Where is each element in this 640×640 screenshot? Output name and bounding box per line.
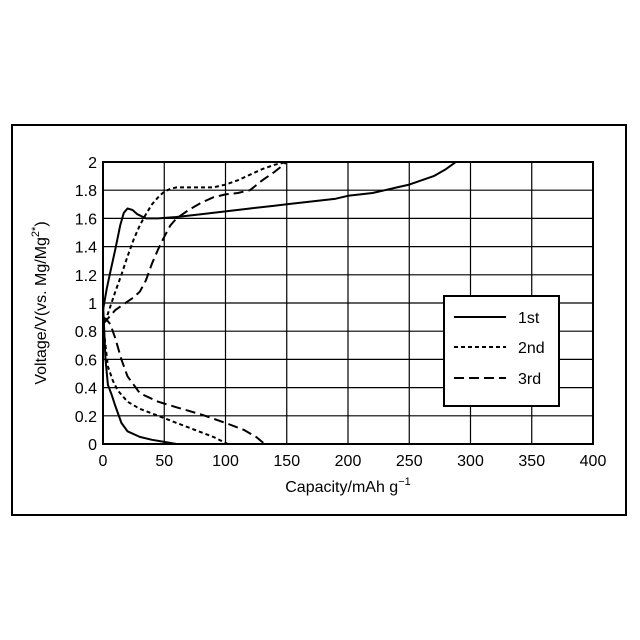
series-3rd-charge-line: [103, 162, 287, 324]
x-tick-label: 300: [457, 453, 484, 470]
y-tick-label: 0.6: [75, 352, 97, 369]
series-3rd-discharge-line: [103, 317, 265, 444]
x-tick-label: 400: [580, 453, 607, 470]
y-tick-label: 1.2: [75, 268, 97, 285]
x-tick-label: 100: [212, 453, 239, 470]
y-tick-label: 1.4: [75, 240, 97, 257]
y-tick-label: 2: [88, 155, 97, 172]
legend-label-2nd: 2nd: [518, 340, 545, 357]
legend: 1st 2nd 3rd: [444, 296, 559, 406]
x-tick-label: 50: [155, 453, 173, 470]
legend-label-3rd: 3rd: [518, 371, 541, 388]
x-tick-label: 200: [335, 453, 362, 470]
series-2nd-discharge-line: [103, 324, 228, 444]
x-tick-labels: 0 50 100 150 200 250 300 350 400: [99, 453, 607, 470]
x-tick-label: 0: [99, 453, 108, 470]
series-1st-charge-line: [103, 162, 456, 310]
y-tick-label: 0: [88, 437, 97, 454]
series-1st-discharge-line: [103, 303, 177, 444]
x-tick-label: 150: [273, 453, 300, 470]
y-tick-label: 1.8: [75, 183, 97, 200]
y-tick-labels: 0 0.2 0.4 0.6 0.8 1 1.2 1.4 1.6 1.8 2: [75, 155, 97, 454]
x-tick-label: 350: [518, 453, 545, 470]
x-axis-label: Capacity/mAh g−1: [285, 476, 410, 496]
legend-label-1st: 1st: [518, 310, 540, 327]
y-axis-label: Voltage/V(vs. Mg/Mg2*): [30, 221, 50, 384]
y-tick-label: 0.8: [75, 324, 97, 341]
y-tick-label: 1: [88, 296, 97, 313]
y-tick-label: 1.6: [75, 211, 97, 228]
x-tick-label: 250: [396, 453, 423, 470]
y-tick-label: 0.2: [75, 409, 97, 426]
y-tick-label: 0.4: [75, 381, 97, 398]
